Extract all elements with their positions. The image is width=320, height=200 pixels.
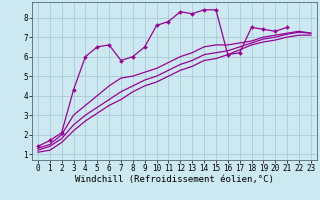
X-axis label: Windchill (Refroidissement éolien,°C): Windchill (Refroidissement éolien,°C) bbox=[75, 175, 274, 184]
